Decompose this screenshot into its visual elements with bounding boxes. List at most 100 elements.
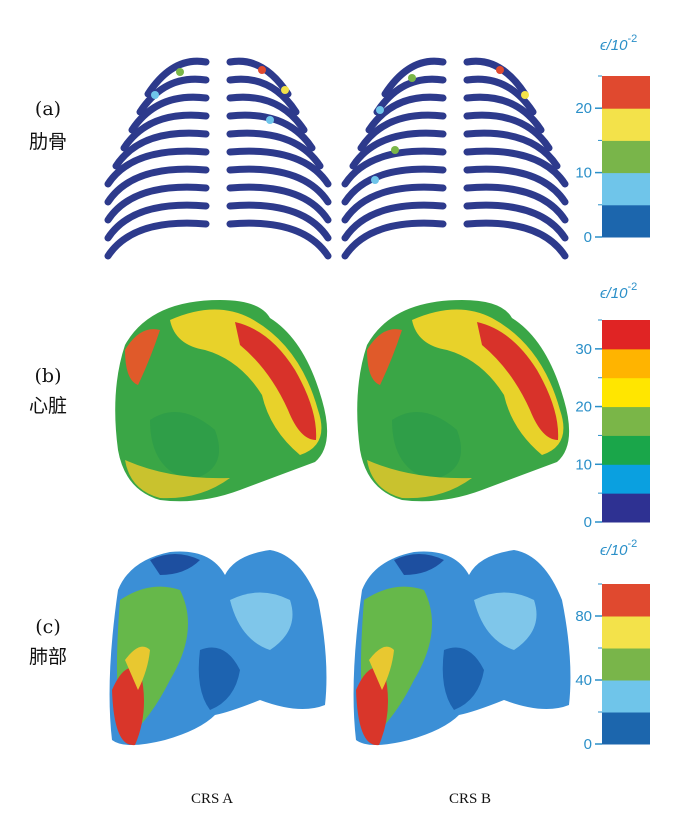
colorbar-segment [602,584,650,617]
hotspot [376,106,384,114]
rib [341,201,447,242]
column-label: CRS B [449,791,491,807]
colorbar-title: ϵ/10-2 [600,33,637,54]
rib [104,165,210,206]
colorbar-segment [602,493,650,523]
rib [226,147,332,188]
hotspot [266,116,274,124]
row-label: (a) [35,98,61,120]
colorbar-tick-label: 0 [584,514,592,531]
hotspot [371,176,379,184]
colorbar-title-text: ϵ/10 [600,285,628,302]
colorbar-title-exponent: -2 [627,281,637,293]
colorbar-title-exponent: -2 [627,33,637,45]
row-name: 肺部 [29,646,67,668]
rib [463,165,569,206]
colorbar-title: ϵ/10-2 [600,538,637,559]
rib [226,111,316,152]
rib [365,93,447,134]
lung-image [353,550,571,746]
row-name: 心脏 [29,395,67,417]
colorbar-segment [602,648,650,681]
rib [226,219,332,260]
colorbar-tick-label: 10 [575,165,592,182]
rib [104,219,210,260]
colorbar-segment [602,464,650,494]
rib [463,75,537,116]
hotspot [151,91,159,99]
rib [463,129,561,170]
colorbar-title-exponent: -2 [627,538,637,550]
colorbar-segment [602,377,650,408]
rib [341,147,447,188]
colorbar-tick-label: 0 [584,229,592,246]
hotspot [496,66,504,74]
colorbar-tick-label: 30 [575,341,592,358]
colorbar-tick-label: 20 [575,100,592,117]
colorbar-title-text: ϵ/10 [600,37,628,54]
rib [341,165,447,206]
rib [226,93,308,134]
rib [120,111,210,152]
ribs-image [341,57,569,260]
colorbar-tick-label: 10 [575,456,592,473]
rib [226,201,332,242]
colorbar-segment [602,204,650,238]
hotspot [521,91,529,99]
row-label: (b) [35,365,62,387]
colorbar-segment [602,140,650,174]
colorbar-tick-label: 0 [584,736,592,753]
rib [226,165,332,206]
rib [373,75,447,116]
colorbar-tick-label: 80 [575,608,592,625]
row-name: 肋骨 [29,131,67,153]
colorbar-tick-label: 20 [575,399,592,416]
hotspot [176,68,184,76]
rib [144,57,210,98]
row-label: (c) [35,616,60,638]
rib [349,129,447,170]
rib [104,183,210,224]
rib [341,219,447,260]
colorbar-segment [602,348,650,379]
colorbar-segment [602,172,650,206]
rib [381,57,447,98]
hotspot [408,74,416,82]
hotspot [391,146,399,154]
colorbar-segment [602,320,650,350]
colorbar-segment [602,76,650,109]
rib [226,129,324,170]
rib [463,93,545,134]
rib [463,201,569,242]
colorbar-segment [602,712,650,745]
rib [341,183,447,224]
rib [357,111,447,152]
colorbar-tick-label: 40 [575,672,592,689]
colorbar-segment [602,108,650,141]
rib [463,183,569,224]
colorbar-segment [602,680,650,713]
rib [463,111,553,152]
rib [463,219,569,260]
rib [104,201,210,242]
heart-image [115,300,328,502]
colorbar-title-text: ϵ/10 [600,542,628,559]
rib [226,75,300,116]
rib [104,147,210,188]
heart-image [357,300,570,502]
column-label: CRS A [191,791,233,807]
lung-image [109,550,327,746]
colorbar-segment [602,406,650,436]
rib [128,93,210,134]
rib [136,75,210,116]
hotspot [258,66,266,74]
hotspot [281,86,289,94]
rib [226,183,332,224]
rib [463,147,569,188]
ribs-image [104,57,332,260]
rib [112,129,210,170]
colorbar-title: ϵ/10-2 [600,281,637,302]
colorbar-segment [602,435,650,465]
colorbar-segment [602,616,650,649]
